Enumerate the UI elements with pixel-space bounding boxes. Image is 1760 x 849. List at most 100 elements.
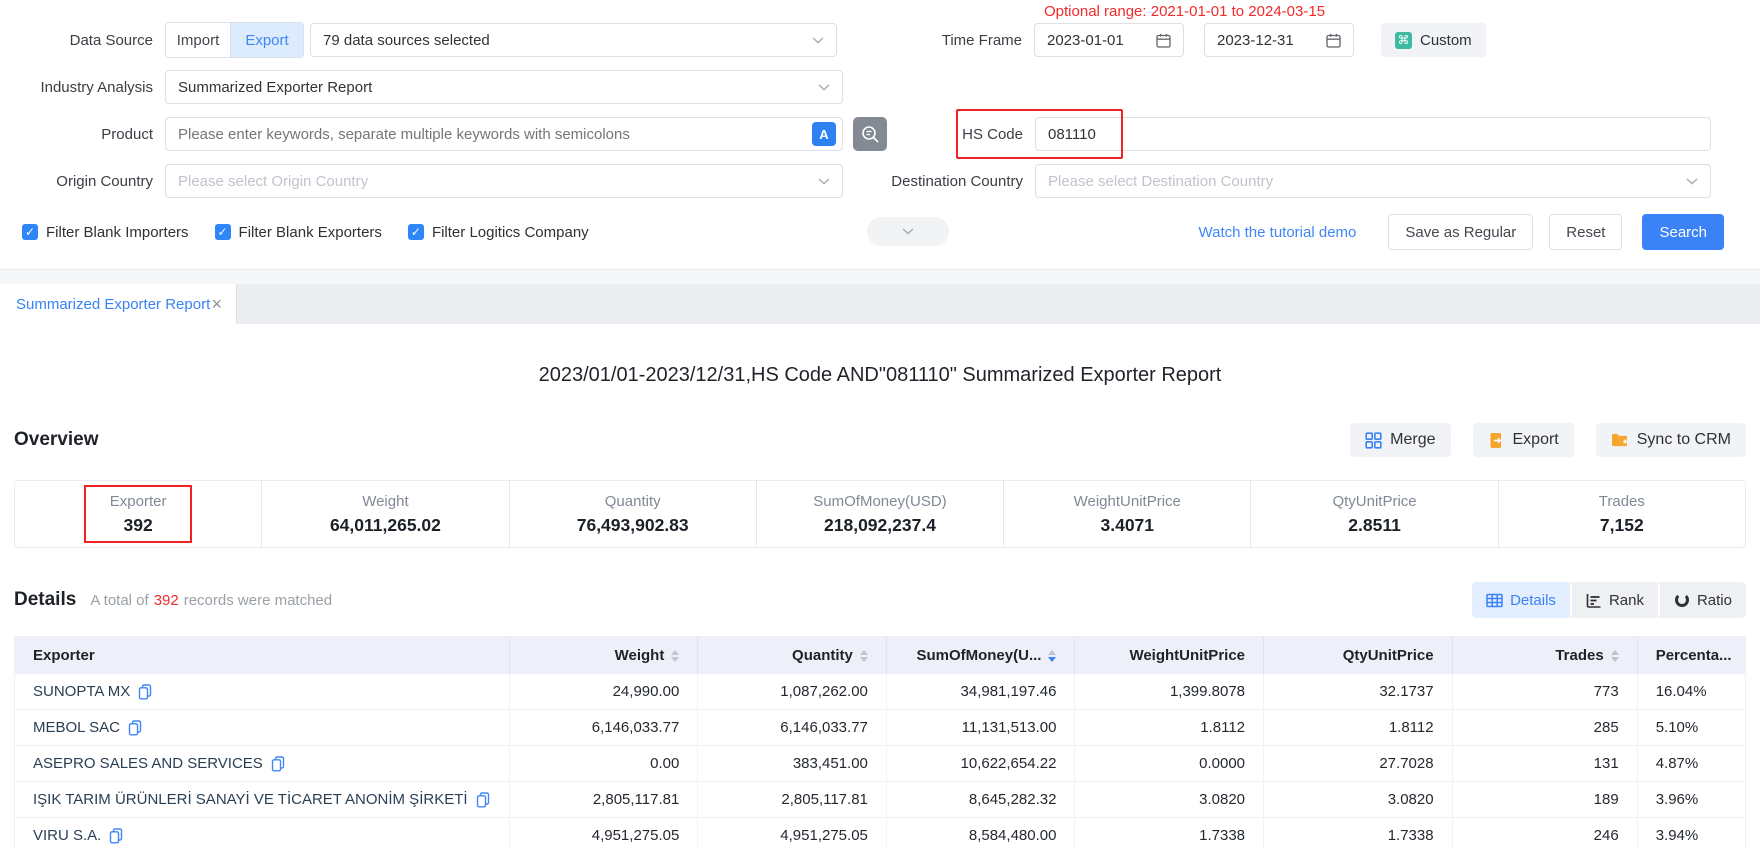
industry-analysis-label: Industry Analysis	[0, 79, 165, 96]
column-label: WeightUnitPrice	[1129, 647, 1245, 664]
origin-country-select[interactable]: Please select Origin Country	[165, 164, 843, 198]
value-cell: 11,131,513.00	[887, 710, 1076, 745]
sort-carets-icon[interactable]	[860, 650, 868, 662]
table-body: SUNOPTA MX 24,990.001,087,262.0034,981,1…	[15, 674, 1745, 849]
value-cell: 6,146,033.77	[698, 710, 887, 745]
overview-header: Overview Merge Export	[14, 423, 1746, 457]
exporter-name-link[interactable]: VIRU S.A.	[33, 827, 101, 844]
overview-buttons: Merge Export Sync to CRM	[1350, 423, 1746, 457]
filter-panel: Optional range: 2021-01-01 to 2024-03-15…	[0, 0, 1760, 249]
checkbox-checked-icon: ✓	[215, 224, 231, 240]
checkbox-filter-logitics-company[interactable]: ✓ Filter Logitics Company	[408, 224, 589, 241]
value-cell: 1.7338	[1264, 818, 1453, 849]
exporter-cell: ASEPRO SALES AND SERVICES	[15, 746, 510, 781]
sort-carets-icon[interactable]	[1611, 650, 1619, 662]
view-details-label: Details	[1510, 592, 1556, 609]
column-label: SumOfMoney(U...	[916, 647, 1041, 664]
copy-icon[interactable]	[138, 684, 152, 700]
destination-country-select[interactable]: Please select Destination Country	[1035, 164, 1711, 198]
product-label: Product	[0, 126, 165, 143]
merge-button[interactable]: Merge	[1350, 423, 1450, 457]
time-frame-label: Time Frame	[837, 32, 1034, 49]
search-button[interactable]: Search	[1642, 214, 1724, 250]
expand-filters-button[interactable]	[867, 217, 949, 246]
stat-label: WeightUnitPrice	[1074, 493, 1181, 510]
details-heading: Details	[14, 589, 76, 611]
matched-prefix: A total of	[90, 592, 148, 609]
column-header: Percenta...	[1638, 637, 1745, 674]
import-toggle[interactable]: Import	[166, 23, 231, 57]
exporter-cell: IŞIK TARIM ÜRÜNLERİ SANAYİ VE TİCARET AN…	[15, 782, 510, 817]
exporter-name-link[interactable]: IŞIK TARIM ÜRÜNLERİ SANAYİ VE TİCARET AN…	[33, 791, 468, 808]
checkbox-filter-blank-importers[interactable]: ✓ Filter Blank Importers	[22, 224, 189, 241]
column-header[interactable]: SumOfMoney(U...	[887, 637, 1076, 674]
column-label: QtyUnitPrice	[1343, 647, 1434, 664]
column-label: Weight	[615, 647, 665, 664]
value-cell: 1.8112	[1264, 710, 1453, 745]
translate-icon[interactable]: A	[812, 122, 836, 146]
exporter-name-link[interactable]: ASEPRO SALES AND SERVICES	[33, 755, 263, 772]
copy-icon[interactable]	[271, 756, 285, 772]
image-search-button[interactable]	[853, 117, 887, 151]
stat-label: SumOfMoney(USD)	[813, 493, 946, 510]
table-row: SUNOPTA MX 24,990.001,087,262.0034,981,1…	[15, 674, 1745, 710]
checkbox-label: Filter Blank Importers	[46, 224, 189, 241]
start-date-input[interactable]: 2023-01-01	[1034, 23, 1184, 57]
tab-summarized-exporter-report[interactable]: Summarized Exporter Report ×	[0, 284, 237, 324]
reset-button[interactable]: Reset	[1549, 214, 1622, 250]
checkbox-label: Filter Logitics Company	[432, 224, 589, 241]
exporter-name-link[interactable]: MEBOL SAC	[33, 719, 120, 736]
calendar-icon	[1156, 33, 1171, 48]
close-icon[interactable]: ×	[211, 295, 222, 313]
view-details-button[interactable]: Details	[1472, 582, 1572, 618]
column-label: Percenta...	[1656, 647, 1732, 664]
value-cell: 27.7028	[1264, 746, 1453, 781]
value-cell: 24,990.00	[510, 674, 699, 709]
industry-analysis-select[interactable]: Summarized Exporter Report	[165, 70, 843, 104]
tab-title: Summarized Exporter Report	[16, 296, 210, 313]
stat-value: 2.8511	[1348, 515, 1401, 536]
view-ratio-button[interactable]: Ratio	[1660, 582, 1746, 618]
data-sources-select[interactable]: 79 data sources selected	[310, 23, 837, 57]
chevron-down-icon	[812, 37, 824, 44]
column-label: Quantity	[792, 647, 853, 664]
copy-icon[interactable]	[109, 828, 123, 844]
custom-range-button[interactable]: ⌘ Custom	[1381, 23, 1486, 57]
stat-cell: Exporter392	[15, 481, 262, 547]
export-toggle[interactable]: Export	[231, 23, 303, 57]
save-as-regular-button[interactable]: Save as Regular	[1388, 214, 1533, 250]
matched-count: 392	[149, 592, 184, 609]
end-date-input[interactable]: 2023-12-31	[1204, 23, 1354, 57]
copy-icon[interactable]	[476, 792, 490, 808]
tutorial-link[interactable]: Watch the tutorial demo	[1199, 224, 1357, 241]
value-cell: 32.1737	[1264, 674, 1453, 709]
value-cell: 0.0000	[1075, 746, 1264, 781]
matched-suffix: records were matched	[184, 592, 332, 609]
column-header: Exporter	[15, 637, 510, 674]
stat-value: 218,092,237.4	[824, 515, 936, 536]
sort-carets-icon[interactable]	[1048, 650, 1056, 662]
column-header[interactable]: Trades	[1453, 637, 1638, 674]
column-header[interactable]: Quantity	[698, 637, 887, 674]
sync-crm-icon	[1611, 432, 1629, 448]
sync-to-crm-button[interactable]: Sync to CRM	[1596, 423, 1746, 457]
product-input[interactable]	[178, 119, 812, 149]
product-input-wrap: A	[165, 117, 843, 151]
column-header[interactable]: Weight	[510, 637, 699, 674]
custom-label: Custom	[1420, 32, 1472, 49]
checkbox-checked-icon: ✓	[408, 224, 424, 240]
value-cell: 1.8112	[1075, 710, 1264, 745]
stat-label: Trades	[1599, 493, 1645, 510]
exporter-name-link[interactable]: SUNOPTA MX	[33, 683, 130, 700]
value-cell: 773	[1453, 674, 1638, 709]
filter-row-options: ✓ Filter Blank Importers ✓ Filter Blank …	[22, 215, 1724, 249]
checkbox-filter-blank-exporters[interactable]: ✓ Filter Blank Exporters	[215, 224, 382, 241]
stat-value: 3.4071	[1101, 515, 1155, 536]
copy-icon[interactable]	[128, 720, 142, 736]
sort-carets-icon[interactable]	[671, 650, 679, 662]
view-rank-button[interactable]: Rank	[1572, 582, 1660, 618]
chevron-down-icon	[818, 178, 830, 185]
hs-code-input[interactable]	[1035, 117, 1711, 151]
export-button[interactable]: Export	[1473, 423, 1574, 457]
stat-cell: Quantity76,493,902.83	[510, 481, 757, 547]
